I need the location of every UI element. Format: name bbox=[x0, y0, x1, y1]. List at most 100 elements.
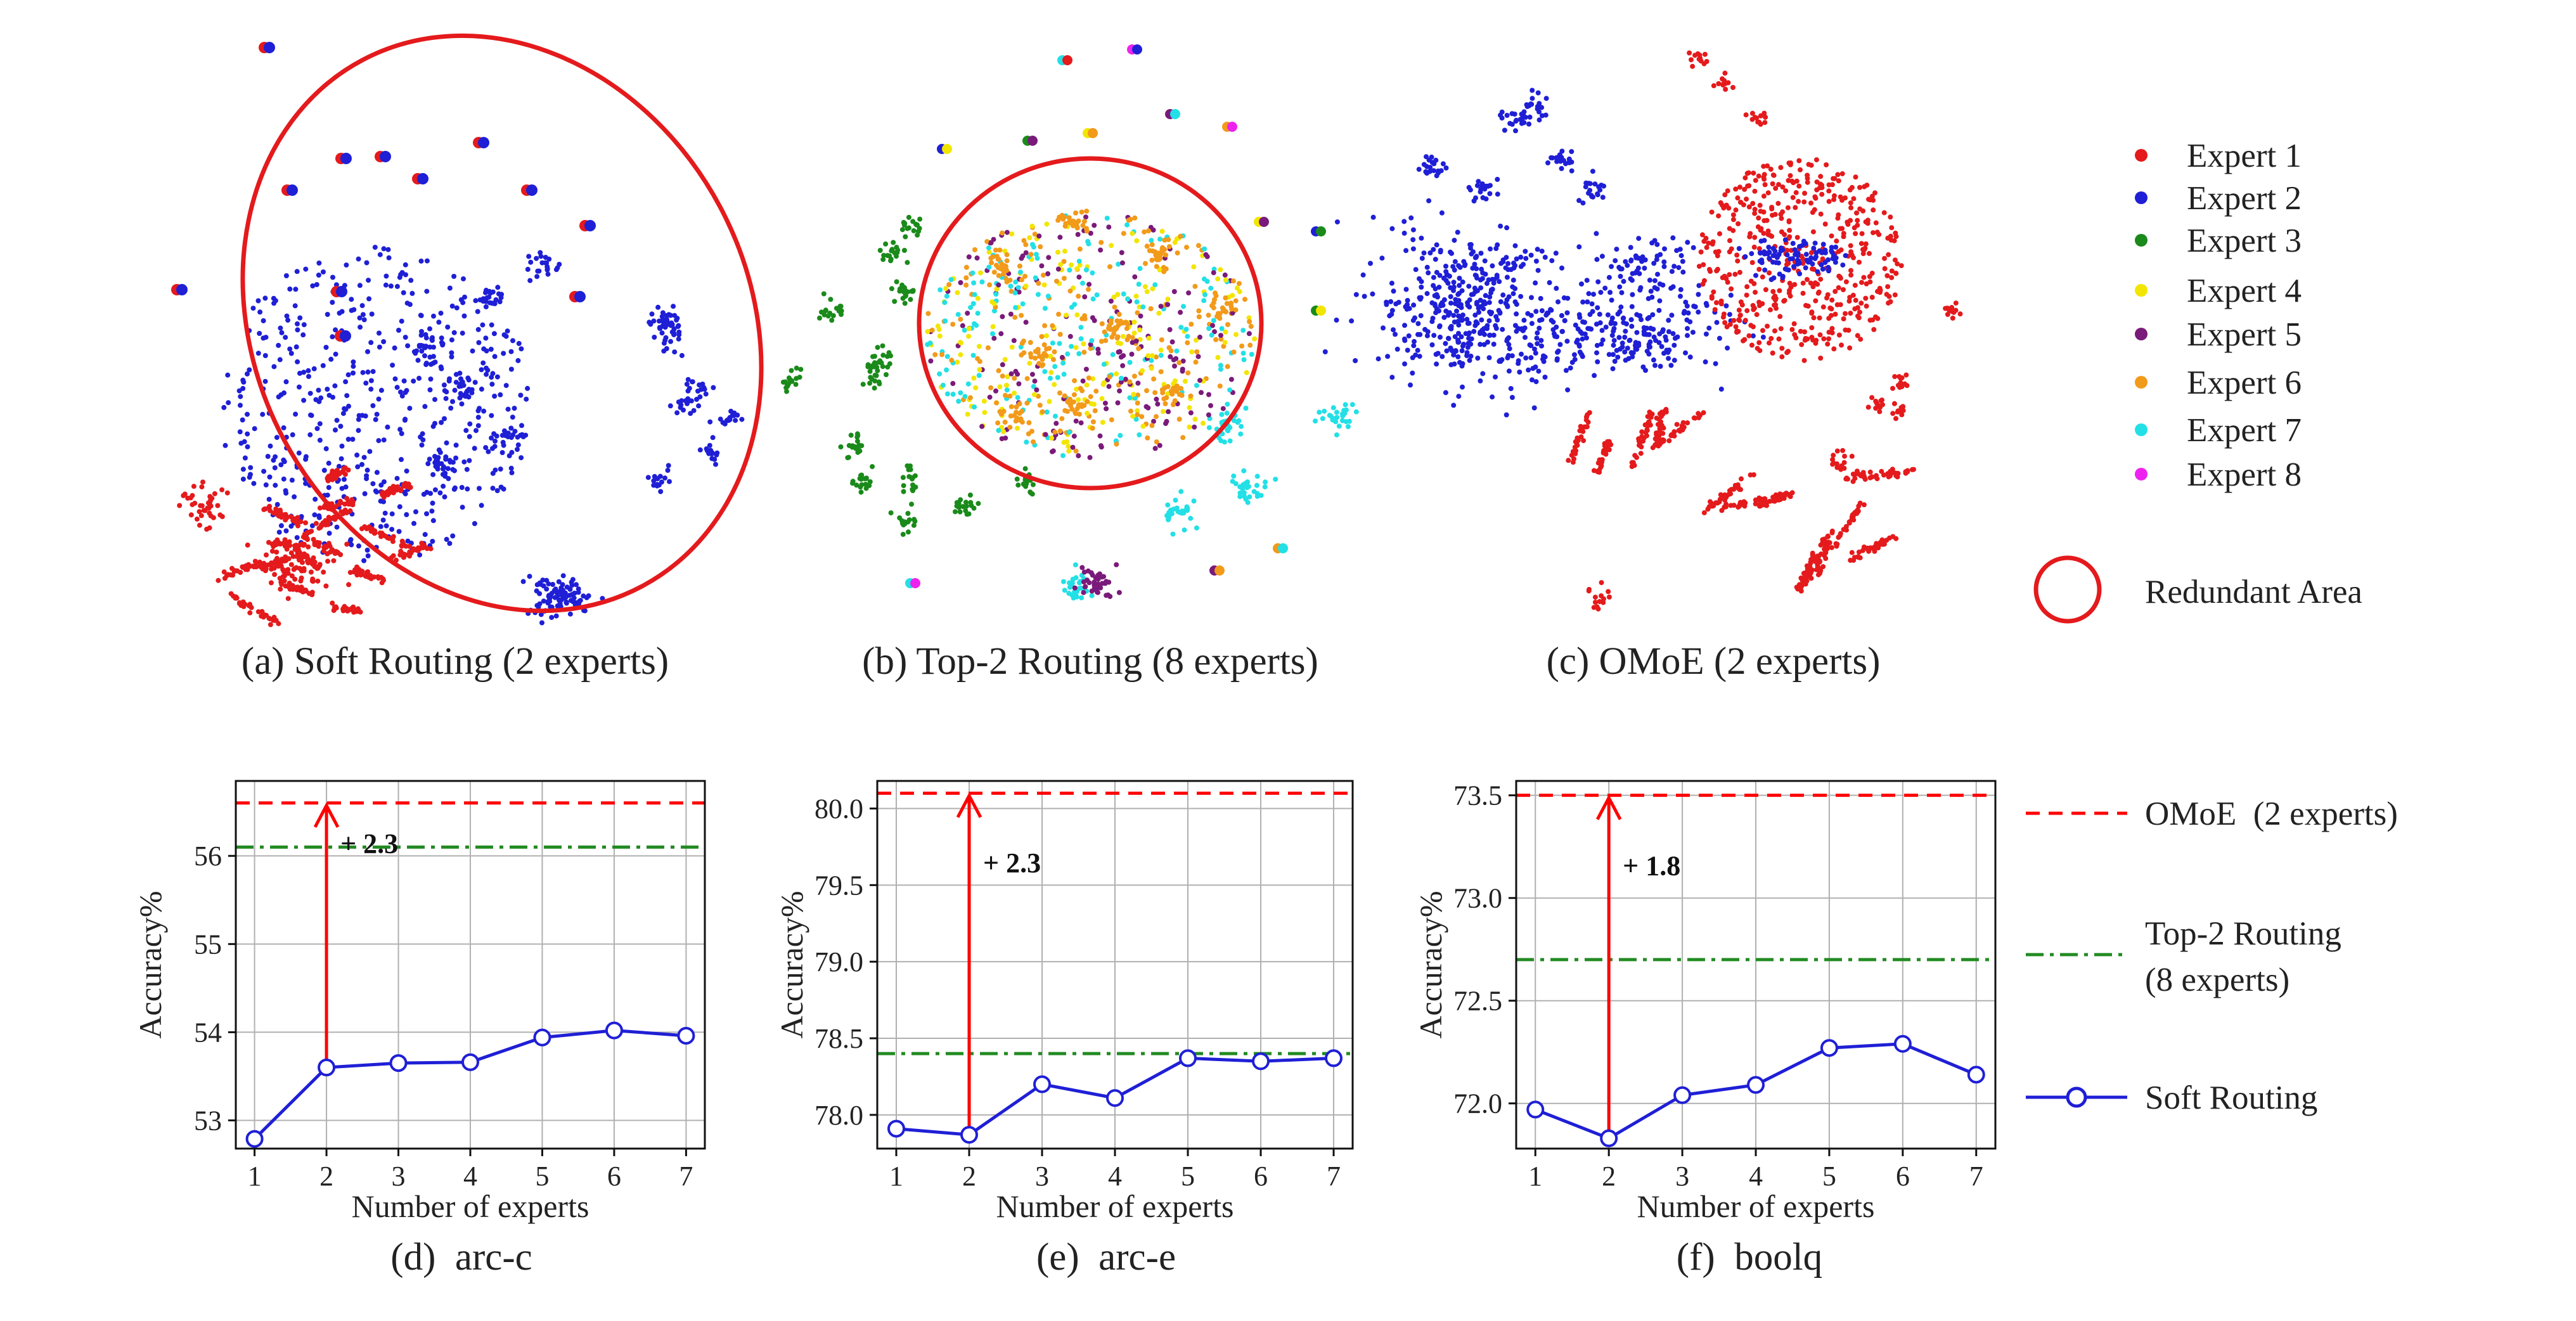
scatter-point-4107 bbox=[1829, 182, 1835, 188]
scatter-point-1409 bbox=[207, 510, 212, 516]
scatter-point-3989 bbox=[1829, 306, 1834, 312]
scatter-point-3878 bbox=[1730, 217, 1736, 222]
scatter-point-2904 bbox=[1393, 332, 1398, 337]
scatter-point-3849 bbox=[1761, 164, 1767, 169]
scatter-point-1856 bbox=[1064, 439, 1070, 444]
scatter-point-2451 bbox=[839, 308, 844, 314]
scatter-point-875 bbox=[549, 591, 555, 596]
scatter-point-2557 bbox=[960, 504, 966, 510]
scatter-point-2389 bbox=[1017, 411, 1022, 416]
scatter-point-419 bbox=[392, 376, 398, 382]
scatter-point-3390 bbox=[1533, 351, 1538, 356]
scatter-point-1479 bbox=[305, 556, 311, 562]
scatter-point-2135 bbox=[986, 245, 991, 251]
scatter-point-4725 bbox=[1838, 467, 1844, 472]
scatter-point-1773 bbox=[1098, 247, 1104, 253]
scatter-point-246 bbox=[479, 367, 484, 373]
scatter-point-4811 bbox=[1899, 375, 1905, 381]
scatter-point-3481 bbox=[1594, 343, 1600, 348]
scatter-point-1959 bbox=[1085, 411, 1090, 416]
scatter-point-2038 bbox=[1012, 375, 1017, 381]
scatter-point-247 bbox=[333, 351, 338, 357]
scatter-point-2733 bbox=[1225, 401, 1230, 407]
scatter-point-3200 bbox=[1436, 308, 1441, 314]
scatter-point-2583 bbox=[909, 501, 914, 507]
scatter-point-3142 bbox=[1441, 275, 1446, 281]
scatter-point-4521 bbox=[1674, 422, 1680, 427]
scatter-point-1533 bbox=[1252, 336, 1258, 342]
scatter-point-2298 bbox=[1114, 335, 1120, 341]
scatter-point-1494 bbox=[1106, 383, 1112, 389]
scatter-point-3493 bbox=[1587, 326, 1592, 332]
scatter-point-1107 bbox=[379, 531, 385, 536]
scatter-point-2454 bbox=[798, 366, 804, 372]
scatter-point-3340 bbox=[1703, 359, 1708, 364]
scatter-point-1426 bbox=[245, 542, 250, 548]
scatter-point-3465 bbox=[1598, 290, 1604, 295]
scatter-point-3100 bbox=[1456, 339, 1462, 345]
scatter-point-3740 bbox=[1790, 195, 1796, 200]
scatter-point-2826 bbox=[1089, 588, 1095, 594]
scatter-point-2741 bbox=[1219, 420, 1225, 425]
scatter-point-3301 bbox=[1685, 326, 1690, 332]
scatter-point-4029 bbox=[1838, 226, 1843, 231]
scatter-point-4695 bbox=[1632, 453, 1638, 458]
scatter-point-2486 bbox=[868, 363, 873, 369]
scatter-point-2738 bbox=[1236, 418, 1242, 423]
scatter-point-2002 bbox=[1211, 270, 1216, 276]
scatter-point-27 bbox=[309, 523, 315, 529]
scatter-point-515 bbox=[281, 425, 287, 430]
scatter-point-3338 bbox=[1595, 305, 1600, 311]
scatter-point-3062 bbox=[1388, 299, 1394, 304]
scatter-point-1755 bbox=[1095, 347, 1101, 352]
scatter-point-2521 bbox=[912, 473, 918, 479]
scatter-point-1615 bbox=[1083, 366, 1089, 372]
redundant-area-ellipse-b bbox=[917, 156, 1264, 491]
scatter-point-321 bbox=[278, 523, 284, 529]
scatter-point-1580 bbox=[1246, 331, 1252, 337]
scatter-point-8 bbox=[432, 397, 437, 403]
scatter-point-1284 bbox=[394, 487, 399, 493]
scatter-point-4180 bbox=[1749, 251, 1755, 257]
scatter-point-1644 bbox=[1060, 453, 1066, 458]
scatter-point-3462 bbox=[1663, 334, 1668, 340]
scatter-point-3688 bbox=[1886, 252, 1891, 257]
scatter-point-1414 bbox=[196, 509, 202, 515]
scatter-point-583 bbox=[458, 381, 463, 387]
scatter-point-77 bbox=[376, 396, 382, 402]
chart-d-xlabel: Number of experts bbox=[352, 1189, 589, 1224]
scatter-point-81 bbox=[279, 330, 285, 335]
scatter-point-584 bbox=[453, 380, 459, 385]
scatter-point-1698 bbox=[944, 367, 950, 373]
scatter-point-2903 bbox=[1443, 264, 1448, 269]
scatter-point-175 bbox=[351, 370, 356, 376]
scatter-point-2596 bbox=[900, 520, 906, 526]
scatter-point-3587 bbox=[1495, 191, 1500, 197]
scatter-point-2023 bbox=[972, 247, 977, 252]
scatter-point-3745 bbox=[1742, 186, 1748, 192]
scatter-point-1416 bbox=[181, 493, 186, 498]
scatter-point-3334 bbox=[1640, 364, 1646, 370]
scatter-point-1518 bbox=[1081, 341, 1086, 347]
scatter-point-1910 bbox=[1117, 388, 1123, 394]
scatter-point-3793 bbox=[1804, 276, 1810, 282]
scatter-point-4091 bbox=[1818, 174, 1824, 179]
scatter-point-2086 bbox=[1036, 281, 1041, 286]
scatter-point-653 bbox=[671, 304, 676, 309]
scatter-point-3971 bbox=[1725, 188, 1730, 194]
scatter-point-4641 bbox=[1578, 427, 1584, 433]
scatter-point-484 bbox=[413, 509, 418, 515]
scatter-point-482 bbox=[376, 438, 382, 444]
scatter-point-2339 bbox=[1073, 411, 1078, 416]
scatter-point-1948 bbox=[1127, 395, 1133, 401]
scatter-point-2551 bbox=[953, 509, 958, 515]
scatter-point-2128 bbox=[1178, 233, 1183, 239]
scatter-point-2199 bbox=[1066, 215, 1072, 221]
scatter-point-3486 bbox=[1623, 358, 1628, 363]
scatter-point-2425 bbox=[905, 260, 910, 266]
scatter-point-2792 bbox=[1259, 217, 1269, 227]
scatter-point-1795 bbox=[1023, 319, 1029, 325]
scatter-point-2879 bbox=[1460, 279, 1465, 285]
scatter-point-4218 bbox=[1777, 271, 1782, 277]
scatter-point-3198 bbox=[1362, 293, 1367, 299]
